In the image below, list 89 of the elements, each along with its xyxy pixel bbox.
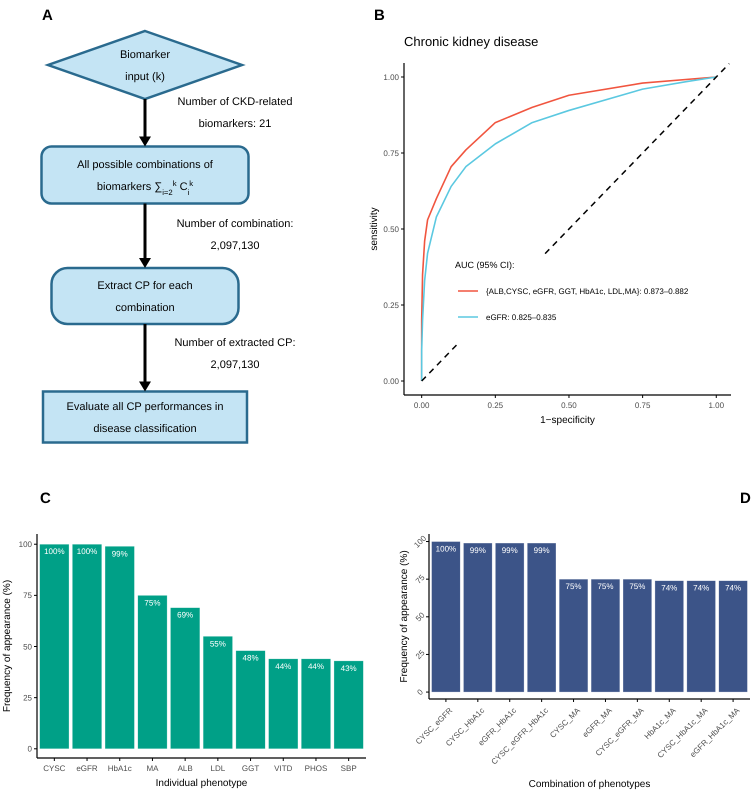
data-label: 75% bbox=[144, 598, 160, 608]
y-tick-label: 1.00 bbox=[383, 72, 400, 82]
bar bbox=[526, 542, 556, 692]
bar bbox=[39, 544, 70, 750]
data-label: 75% bbox=[566, 582, 582, 592]
data-label: 75% bbox=[629, 582, 646, 592]
bar bbox=[718, 580, 748, 692]
x-tick-label: 0.75 bbox=[634, 401, 651, 410]
data-label: 99% bbox=[112, 549, 128, 558]
y-tick-label: 50 bbox=[23, 642, 33, 652]
data-label: 48% bbox=[242, 654, 259, 663]
x-tick-label: GGT bbox=[242, 764, 260, 773]
data-label: 74% bbox=[725, 584, 742, 593]
x-tick-label: VITD bbox=[274, 764, 293, 773]
data-label: 43% bbox=[340, 664, 357, 673]
text: D bbox=[740, 490, 751, 507]
data-label: 69% bbox=[177, 610, 194, 620]
x-axis-title: Individual phenotype bbox=[156, 778, 248, 789]
x-axis-title: Combination of phenotypes bbox=[528, 779, 650, 790]
text: Number of CKD-related biomarkers: 21 bbox=[178, 96, 292, 130]
text: Biomarker input (k) bbox=[120, 49, 170, 83]
bar bbox=[686, 580, 716, 692]
data-label: 44% bbox=[308, 662, 324, 671]
x-tick-label: HbA1c bbox=[108, 764, 132, 773]
y-tick-label: 50 bbox=[414, 610, 427, 624]
text: Number of extracted CP: 2,097,130 bbox=[174, 337, 296, 371]
y-tick-label: 100 bbox=[412, 533, 428, 550]
bar bbox=[300, 658, 331, 750]
bar bbox=[170, 607, 200, 750]
bar bbox=[654, 580, 684, 692]
y-axis-title: sensitivity bbox=[369, 207, 380, 251]
text: Extract CP for each combination bbox=[97, 280, 193, 314]
bar bbox=[558, 578, 588, 692]
x-tick-label: CYSC bbox=[43, 764, 66, 773]
data-label: 55% bbox=[210, 639, 226, 648]
legend-label: eGFR: 0.825–0.835 bbox=[486, 312, 557, 322]
bar bbox=[590, 578, 620, 692]
text: Number of combination: 2,097,130 bbox=[176, 218, 294, 252]
text: Evaluate all CP performances in disease classification bbox=[66, 401, 224, 435]
bar bbox=[202, 636, 233, 750]
data-label: 44% bbox=[275, 662, 292, 671]
y-tick-label: 25 bbox=[414, 648, 427, 661]
y-tick-label: 0.50 bbox=[383, 224, 400, 234]
data-label: 75% bbox=[597, 582, 614, 592]
y-tick-label: 75 bbox=[23, 591, 33, 600]
data-label: 74% bbox=[693, 584, 710, 593]
x-tick-label: eGFR bbox=[76, 764, 98, 773]
bar bbox=[495, 542, 524, 692]
x-tick-label: 0.50 bbox=[561, 401, 578, 410]
data-label: 99% bbox=[470, 546, 486, 556]
bar bbox=[72, 544, 102, 750]
y-axis-title: Frequency of appearance (%) bbox=[399, 550, 410, 683]
y-tick-label: 0.00 bbox=[383, 376, 400, 386]
legend-title: AUC (95% CI): bbox=[455, 260, 515, 270]
text: C bbox=[40, 490, 51, 507]
bar bbox=[622, 578, 652, 692]
data-label: 99% bbox=[502, 546, 518, 556]
bar bbox=[104, 546, 135, 750]
x-tick-label: ALB bbox=[178, 764, 193, 773]
bar bbox=[268, 658, 298, 750]
y-tick-label: 0 bbox=[28, 744, 33, 754]
data-label: 74% bbox=[661, 584, 678, 593]
x-axis-title: 1−specificity bbox=[540, 415, 595, 426]
y-tick-label: 0 bbox=[415, 687, 426, 698]
data-label: 100% bbox=[76, 547, 98, 556]
data-label: 99% bbox=[534, 546, 550, 556]
bar bbox=[137, 595, 168, 750]
x-tick-label: PHOS bbox=[304, 764, 328, 773]
data-label: 100% bbox=[44, 547, 65, 556]
text: A bbox=[42, 7, 53, 24]
y-tick-label: 100 bbox=[18, 540, 33, 550]
bar bbox=[463, 542, 492, 692]
bar bbox=[431, 541, 461, 692]
legend-label: {ALB,CYSC, eGFR, GGT, HbA1c, LDL,MA}: 0.873–0.882 bbox=[486, 286, 689, 296]
y-axis-title: Frequency of appearance (%) bbox=[2, 580, 13, 712]
bar bbox=[236, 650, 266, 750]
chart-title: Chronic kidney disease bbox=[404, 34, 538, 49]
x-tick-label: 1.00 bbox=[708, 401, 725, 410]
y-tick-label: 0.75 bbox=[383, 148, 400, 158]
x-tick-label: SBP bbox=[340, 764, 357, 773]
y-tick-label: 75 bbox=[414, 572, 427, 586]
text: B bbox=[374, 7, 385, 24]
data-label: 100% bbox=[436, 544, 456, 554]
x-tick-label: LDL bbox=[210, 764, 226, 773]
x-tick-label: MA bbox=[146, 764, 160, 773]
x-tick-label: 0.25 bbox=[488, 401, 504, 410]
y-tick-label: 25 bbox=[23, 693, 33, 702]
y-tick-label: 0.25 bbox=[383, 300, 400, 310]
bar bbox=[334, 660, 364, 750]
